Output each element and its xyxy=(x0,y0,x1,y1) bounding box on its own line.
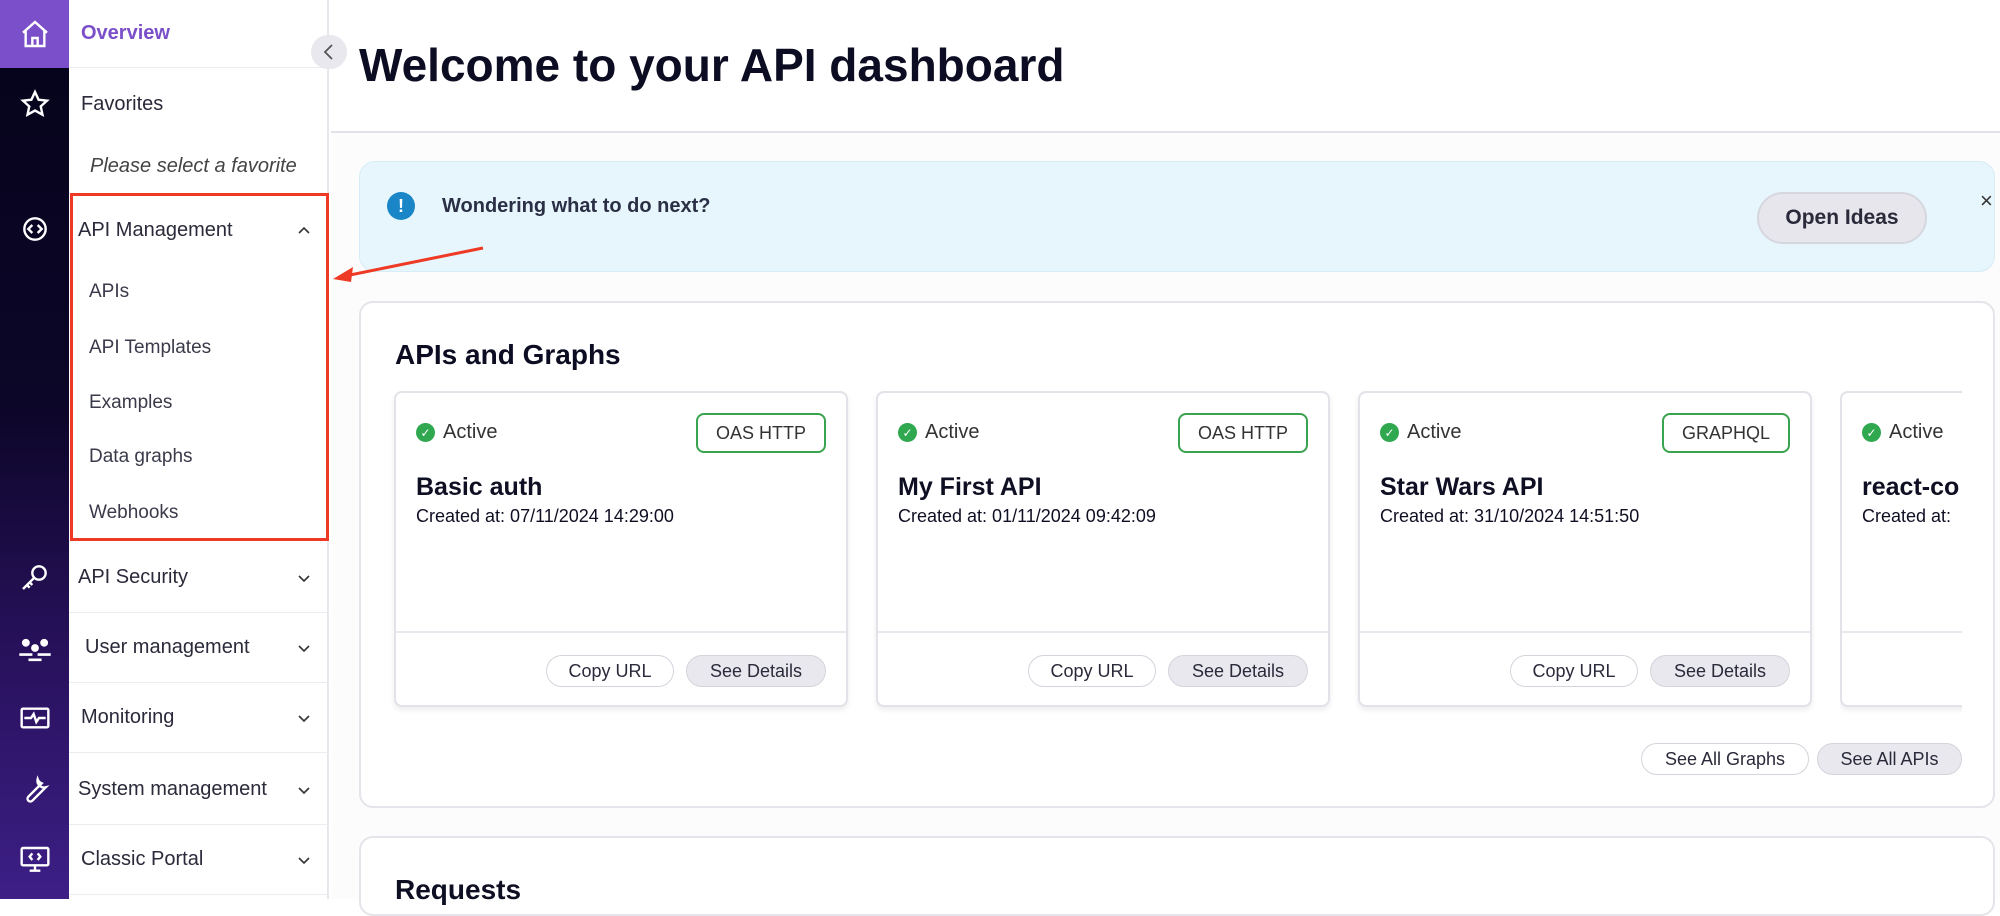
api-card[interactable]: ✓ Active react-co Created at: xyxy=(1840,391,1962,707)
key-icon[interactable] xyxy=(0,547,69,607)
wrench-icon[interactable] xyxy=(0,760,69,820)
api-card[interactable]: ✓ Active OAS HTTP Basic auth Created at: … xyxy=(394,391,848,707)
type-badge: OAS HTTP xyxy=(1177,413,1308,453)
chevron-down-icon xyxy=(298,574,310,582)
copy-url-button[interactable]: Copy URL xyxy=(1510,655,1638,687)
status: ✓ Active xyxy=(1380,421,1461,444)
sidebar-group-api-management[interactable]: API Management xyxy=(69,200,329,260)
sidebar-item-favorites[interactable]: Favorites xyxy=(69,68,329,140)
code-screen-icon[interactable] xyxy=(0,830,69,890)
favorites-empty-text: Please select a favorite xyxy=(90,154,297,177)
sidebar-group-system-management[interactable]: System management xyxy=(69,755,329,825)
card-divider xyxy=(1842,631,1962,633)
check-circle-icon: ✓ xyxy=(1380,423,1399,442)
see-details-button[interactable]: See Details xyxy=(686,655,826,687)
api-templates-label: API Templates xyxy=(89,337,212,358)
sidebar: Overview Favorites Please select a favor… xyxy=(69,0,329,899)
type-badge: GRAPHQL xyxy=(1661,413,1790,453)
apis-and-graphs-section: APIs and Graphs ✓ Active OAS HTTP Basic a… xyxy=(359,301,1995,808)
star-icon[interactable] xyxy=(0,74,69,134)
sidebar-item-apis[interactable]: APIs xyxy=(69,272,329,312)
users-icon[interactable] xyxy=(0,618,69,678)
monitoring-label: Monitoring xyxy=(81,706,175,728)
webhooks-label: Webhooks xyxy=(89,502,179,523)
info-icon: ! xyxy=(387,192,415,220)
system-management-label: System management xyxy=(78,778,267,800)
open-ideas-button[interactable]: Open Ideas xyxy=(1757,192,1927,244)
sidebar-item-examples[interactable]: Examples xyxy=(69,383,329,423)
sidebar-item-overview[interactable]: Overview xyxy=(69,0,329,68)
status: ✓ Active xyxy=(1862,421,1943,444)
apis-label: APIs xyxy=(89,281,130,302)
close-icon[interactable]: × xyxy=(1980,188,1993,213)
sidebar-group-classic-portal[interactable]: Classic Portal xyxy=(69,825,329,895)
created-at: Created at: xyxy=(1862,506,1952,526)
check-circle-icon: ✓ xyxy=(1862,423,1881,442)
see-details-button[interactable]: See Details xyxy=(1168,655,1308,687)
see-details-button[interactable]: See Details xyxy=(1650,655,1790,687)
api-management-label: API Management xyxy=(78,218,233,241)
api-security-label: API Security xyxy=(78,566,189,588)
sidebar-item-data-graphs[interactable]: Data graphs xyxy=(69,437,329,477)
card-divider xyxy=(396,631,846,633)
status-label: Active xyxy=(1407,421,1462,443)
created-at: Created at: 31/10/2024 14:51:50 xyxy=(1380,506,1640,526)
card-clip: ✓ Active react-co Created at: xyxy=(1840,383,1962,723)
icon-rail xyxy=(0,0,69,899)
classic-portal-label: Classic Portal xyxy=(81,848,204,870)
overview-label: Overview xyxy=(81,22,170,44)
card-divider xyxy=(878,631,1328,633)
highlight-box xyxy=(70,193,329,541)
chevron-left-icon xyxy=(323,44,333,60)
sidebar-item-api-templates[interactable]: API Templates xyxy=(69,328,329,368)
api-card[interactable]: ✓ Active GRAPHQL Star Wars API Created at… xyxy=(1358,391,1812,707)
sidebar-group-monitoring[interactable]: Monitoring xyxy=(69,683,329,753)
sidebar-group-user-management[interactable]: User management xyxy=(69,613,329,683)
requests-title: Requests xyxy=(395,874,522,905)
status-label: Active xyxy=(443,421,498,443)
created-at: Created at: 07/11/2024 14:29:00 xyxy=(416,506,674,526)
chevron-down-icon xyxy=(298,644,310,652)
user-management-label: User management xyxy=(85,636,250,658)
banner-text: Wondering what to do next? xyxy=(442,195,711,217)
see-all-apis-button[interactable]: See All APIs xyxy=(1817,743,1962,775)
status: ✓ Active xyxy=(898,421,979,444)
data-graphs-label: Data graphs xyxy=(89,446,193,467)
api-name: My First API xyxy=(898,473,1042,501)
home-icon[interactable] xyxy=(0,0,69,68)
status-label: Active xyxy=(1889,421,1944,443)
ideas-banner: ! Wondering what to do next? Open Ideas … xyxy=(359,161,1995,272)
status: ✓ Active xyxy=(416,421,497,444)
created-at: Created at: 01/11/2024 09:42:09 xyxy=(898,506,1156,526)
main-content: Welcome to your API dashboard ! Wonderin… xyxy=(331,0,2000,916)
sidebar-item-webhooks[interactable]: Webhooks xyxy=(69,493,329,533)
api-name: react-co xyxy=(1862,473,1960,501)
card-divider xyxy=(1360,631,1810,633)
status-label: Active xyxy=(925,421,980,443)
page-header: Welcome to your API dashboard xyxy=(331,0,2000,133)
sidebar-group-api-security[interactable]: API Security xyxy=(69,543,329,613)
chevron-up-icon xyxy=(298,226,310,234)
collapse-sidebar-button[interactable] xyxy=(311,35,347,69)
requests-section: Requests xyxy=(359,836,1995,916)
monitor-pulse-icon[interactable] xyxy=(0,688,69,748)
check-circle-icon: ✓ xyxy=(898,423,917,442)
api-gear-icon[interactable] xyxy=(0,199,69,259)
chevron-down-icon xyxy=(298,786,310,794)
section-title: APIs and Graphs xyxy=(395,339,621,370)
chevron-down-icon xyxy=(298,714,310,722)
page-title: Welcome to your API dashboard xyxy=(359,39,1065,91)
copy-url-button[interactable]: Copy URL xyxy=(546,655,674,687)
favorites-label: Favorites xyxy=(81,92,164,115)
chevron-down-icon xyxy=(298,856,310,864)
api-name: Star Wars API xyxy=(1380,473,1544,501)
type-badge: OAS HTTP xyxy=(695,413,826,453)
check-circle-icon: ✓ xyxy=(416,423,435,442)
api-card[interactable]: ✓ Active OAS HTTP My First API Created at… xyxy=(876,391,1330,707)
api-name: Basic auth xyxy=(416,473,543,501)
see-all-graphs-button[interactable]: See All Graphs xyxy=(1641,743,1809,775)
examples-label: Examples xyxy=(89,392,173,413)
copy-url-button[interactable]: Copy URL xyxy=(1028,655,1156,687)
